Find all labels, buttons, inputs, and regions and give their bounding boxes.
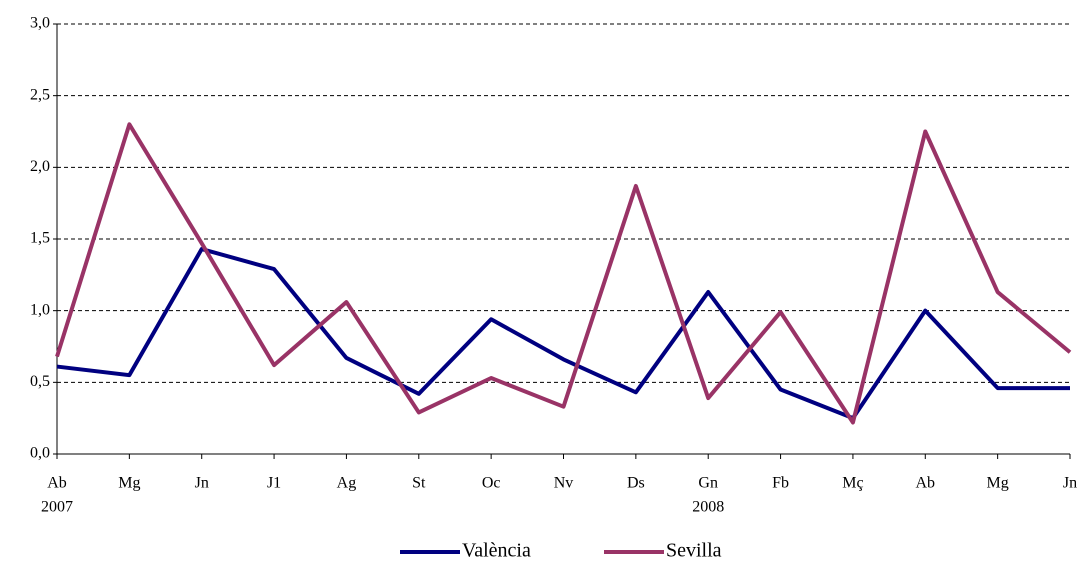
x-tick-label: Ag <box>337 475 357 492</box>
y-tick-label: 0,0 <box>30 445 50 462</box>
legend-label: Sevilla <box>666 540 722 562</box>
x-group-label: 2007 <box>41 499 73 516</box>
series-line <box>56 247 1070 421</box>
y-tick-label: 0,5 <box>30 373 50 390</box>
x-tick-label: Ab <box>47 475 67 492</box>
x-tick-label: J1 <box>267 475 281 492</box>
x-tick-label: Jn <box>1063 475 1077 492</box>
x-group-label: 2008 <box>692 499 724 516</box>
x-tick-label: Mg <box>987 475 1009 492</box>
y-tick-label: 2,0 <box>30 158 50 175</box>
x-tick-label: St <box>412 475 426 492</box>
x-tick-label: Ab <box>916 475 936 492</box>
x-tick-label: Oc <box>482 475 501 492</box>
x-tick-label: Nv <box>554 475 574 492</box>
x-tick-label: Fb <box>772 475 789 492</box>
y-tick-label: 3,0 <box>30 15 50 32</box>
y-tick-label: 2,5 <box>30 86 50 103</box>
x-tick-label: Ds <box>627 475 645 492</box>
x-tick-label: Gn <box>698 475 718 492</box>
series-line <box>55 122 1072 425</box>
y-tick-label: 1,5 <box>30 230 50 247</box>
x-tick-label: Jn <box>195 475 209 492</box>
x-tick-label: Mç <box>842 475 863 492</box>
legend-label: València <box>462 540 531 562</box>
x-tick-label: Mg <box>118 475 140 492</box>
y-tick-label: 1,0 <box>30 301 50 318</box>
